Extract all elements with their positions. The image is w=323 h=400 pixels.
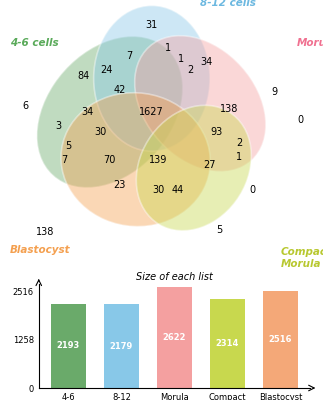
Text: 34: 34 (201, 57, 213, 67)
Text: 34: 34 (81, 107, 93, 117)
Text: Compact
Morula: Compact Morula (281, 247, 323, 269)
Text: 1: 1 (236, 152, 242, 162)
Ellipse shape (61, 93, 210, 226)
Text: 8-12 cells: 8-12 cells (200, 0, 256, 8)
Text: 2179: 2179 (110, 342, 133, 350)
Ellipse shape (135, 36, 266, 172)
Text: 5: 5 (216, 225, 223, 234)
Ellipse shape (37, 36, 183, 188)
Text: 6: 6 (23, 101, 29, 111)
Bar (263, 291, 298, 388)
Text: 2: 2 (236, 138, 242, 148)
Text: Morula: Morula (297, 38, 323, 48)
Text: 138: 138 (36, 227, 54, 238)
Ellipse shape (94, 6, 210, 151)
Text: 2314: 2314 (216, 339, 239, 348)
Text: 70: 70 (104, 155, 116, 165)
Text: 5: 5 (65, 141, 71, 150)
Text: 2516: 2516 (269, 335, 292, 344)
Text: 0: 0 (249, 185, 255, 195)
Text: 1627: 1627 (140, 107, 164, 117)
Text: 1: 1 (165, 43, 171, 53)
Text: 30: 30 (152, 185, 164, 195)
Bar (157, 287, 192, 388)
Text: 44: 44 (172, 185, 184, 195)
Text: 24: 24 (100, 65, 113, 75)
Text: 93: 93 (210, 126, 223, 137)
Text: 139: 139 (149, 155, 167, 165)
Text: 84: 84 (78, 70, 90, 81)
Text: 4-6 cells: 4-6 cells (10, 38, 58, 48)
Bar (210, 299, 245, 388)
Text: 7: 7 (126, 51, 132, 61)
Bar (51, 304, 86, 388)
Text: 1: 1 (178, 54, 184, 64)
Text: 23: 23 (113, 180, 126, 190)
Text: 42: 42 (113, 85, 126, 95)
Text: 30: 30 (94, 126, 106, 137)
Text: 31: 31 (146, 20, 158, 30)
Text: 3: 3 (55, 121, 61, 131)
Text: 27: 27 (204, 160, 216, 170)
Text: 9: 9 (272, 87, 277, 97)
Text: Blastocyst: Blastocyst (10, 245, 70, 255)
Text: 0: 0 (297, 115, 303, 125)
Text: 2622: 2622 (163, 333, 186, 342)
Ellipse shape (136, 105, 251, 231)
Bar (104, 304, 139, 388)
Text: 2193: 2193 (57, 341, 80, 350)
Title: Size of each list: Size of each list (136, 272, 213, 282)
Text: 138: 138 (220, 104, 238, 114)
Text: 2: 2 (187, 65, 194, 75)
Text: 7: 7 (61, 155, 68, 165)
